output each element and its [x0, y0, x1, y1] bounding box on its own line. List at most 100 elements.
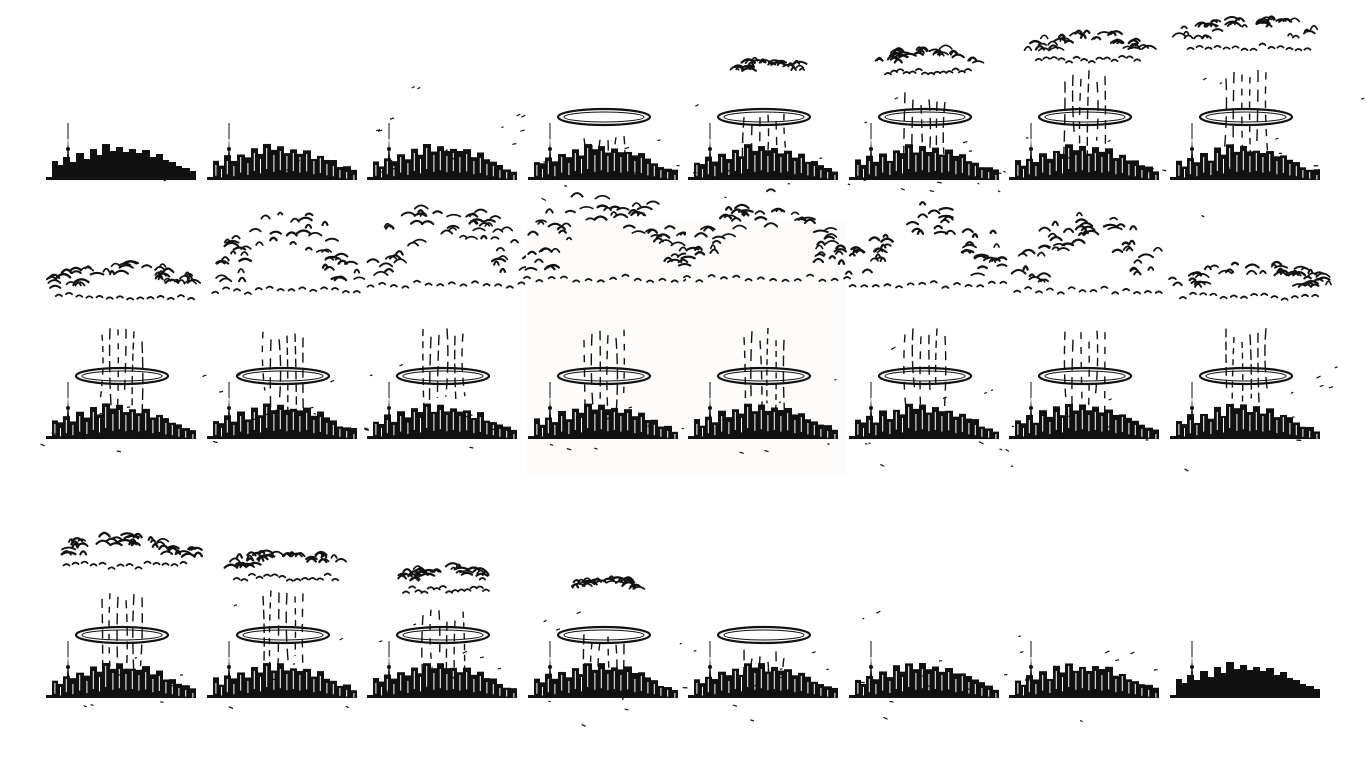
- shockwave-ring: [1037, 366, 1133, 386]
- shockwave-ring: [716, 366, 812, 386]
- mushroom-cloud: [223, 549, 347, 582]
- animation-frame: [847, 0, 1029, 218]
- frame-drawing: [313, 204, 534, 449]
- frame-drawing: [848, 635, 1023, 720]
- shockwave-ring: [235, 366, 330, 386]
- skyline: [647, 346, 896, 454]
- frame-drawing: [455, 192, 692, 451]
- frame-drawing: [1167, 260, 1338, 472]
- animation-frame: [768, 201, 1007, 477]
- animation-frame: [450, 481, 696, 736]
- skyline: [909, 382, 1159, 468]
- skyline: [206, 363, 403, 444]
- skyline: [768, 382, 999, 467]
- mushroom-cloud: [570, 575, 645, 590]
- skyline: [1169, 641, 1320, 698]
- animation-frame: [345, 481, 581, 736]
- skyline: [676, 97, 899, 199]
- skyline: [455, 382, 678, 451]
- shockwave-ring: [716, 625, 812, 645]
- mushroom-cloud: [729, 56, 808, 72]
- mushroom-cloud: [677, 188, 856, 283]
- frame-drawing: [367, 113, 526, 180]
- skyline: [1169, 366, 1338, 472]
- shockwave-ring: [877, 107, 972, 127]
- skyline: [450, 103, 699, 202]
- skyline: [127, 623, 416, 710]
- animation-frame: [937, 481, 1167, 736]
- skyline: [908, 77, 1223, 193]
- mushroom-cloud: [522, 192, 692, 283]
- animation-frame: [682, 481, 881, 736]
- mushroom-cloud: [1010, 211, 1163, 295]
- animation-frame: [450, 0, 699, 218]
- frame-drawing: [1144, 15, 1364, 218]
- mushroom-cloud: [844, 201, 1007, 289]
- frame-drawing: [1169, 641, 1320, 698]
- skyline: [682, 610, 881, 722]
- animation-frame: [44, 481, 238, 736]
- animation-frame: [313, 204, 534, 477]
- animation-frame: [1144, 0, 1364, 218]
- frame-drawing: [161, 85, 420, 182]
- frame-drawing: [647, 188, 896, 454]
- shockwave-ring: [877, 366, 972, 386]
- frame-drawing: [909, 211, 1163, 468]
- animation-frame: [847, 481, 1023, 736]
- mushroom-cloud: [210, 211, 365, 295]
- animation-frame: [161, 0, 420, 218]
- shockwave-ring: [74, 625, 170, 645]
- animation-frame: [44, 0, 204, 218]
- frame-drawing: [40, 260, 241, 453]
- frame-drawing: [206, 211, 403, 444]
- frame-drawing: [682, 610, 881, 722]
- animation-frame: [676, 0, 899, 218]
- frame-drawing: [46, 531, 238, 708]
- animation-frame: [205, 211, 403, 477]
- animation-frame: [909, 211, 1167, 477]
- frame-drawing: [345, 562, 581, 709]
- frame-drawing: [908, 29, 1223, 193]
- mushroom-cloud: [1023, 29, 1157, 64]
- animation-frame: [127, 481, 416, 736]
- skyline: [847, 123, 1029, 193]
- skyline: [46, 123, 196, 180]
- skyline: [848, 635, 1023, 720]
- shockwave-ring: [1198, 366, 1293, 386]
- animation-frame: [40, 222, 241, 477]
- shockwave-ring: [1198, 107, 1293, 127]
- skyline: [40, 373, 241, 453]
- skyline: [450, 641, 696, 727]
- animation-frame: [908, 0, 1223, 218]
- animation-frame: [1167, 222, 1338, 477]
- mushroom-cloud: [397, 562, 490, 594]
- mushroom-cloud: [1167, 260, 1332, 301]
- skyline: [161, 85, 420, 182]
- shockwave-ring: [235, 625, 330, 645]
- shockwave-ring: [716, 107, 812, 127]
- mushroom-cloud: [874, 44, 984, 76]
- skyline: [367, 113, 526, 180]
- explosion-column: [1223, 70, 1268, 168]
- shockwave-ring: [556, 107, 651, 127]
- skyline: [313, 361, 534, 449]
- frame-drawing: [847, 44, 1029, 193]
- skyline: [46, 604, 238, 708]
- animation-frame: [365, 0, 526, 218]
- mushroom-cloud: [60, 531, 204, 570]
- frame-drawing: [450, 103, 699, 202]
- shockwave-ring: [74, 366, 170, 386]
- skyline: [937, 641, 1159, 723]
- frame-drawing: [676, 56, 899, 199]
- animation-frame: [455, 192, 692, 477]
- shockwave-ring: [556, 625, 651, 645]
- shockwave-ring: [556, 366, 651, 386]
- mushroom-cloud: [366, 204, 534, 289]
- animation-frame: [1168, 481, 1328, 736]
- frame-drawing: [46, 123, 196, 180]
- shockwave-ring: [1037, 107, 1133, 127]
- skyline: [345, 611, 581, 709]
- mushroom-cloud: [1171, 15, 1318, 52]
- animation-frame: [647, 188, 896, 477]
